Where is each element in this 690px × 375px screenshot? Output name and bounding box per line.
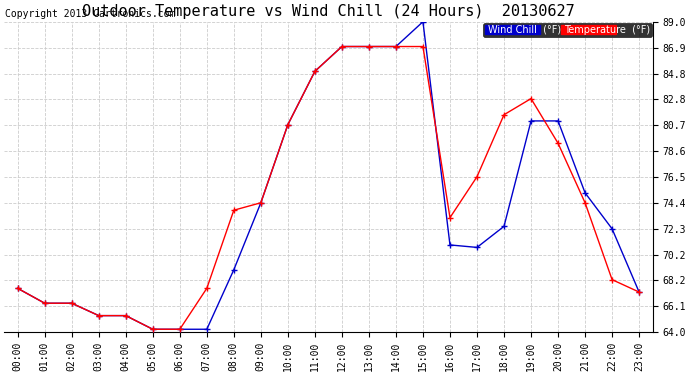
Text: Copyright 2013 Cartronics.com: Copyright 2013 Cartronics.com xyxy=(5,9,175,19)
Legend: Wind Chill  (°F), Temperature  (°F): Wind Chill (°F), Temperature (°F) xyxy=(483,23,651,37)
Title: Outdoor Temperature vs Wind Chill (24 Hours)  20130627: Outdoor Temperature vs Wind Chill (24 Ho… xyxy=(82,4,575,19)
